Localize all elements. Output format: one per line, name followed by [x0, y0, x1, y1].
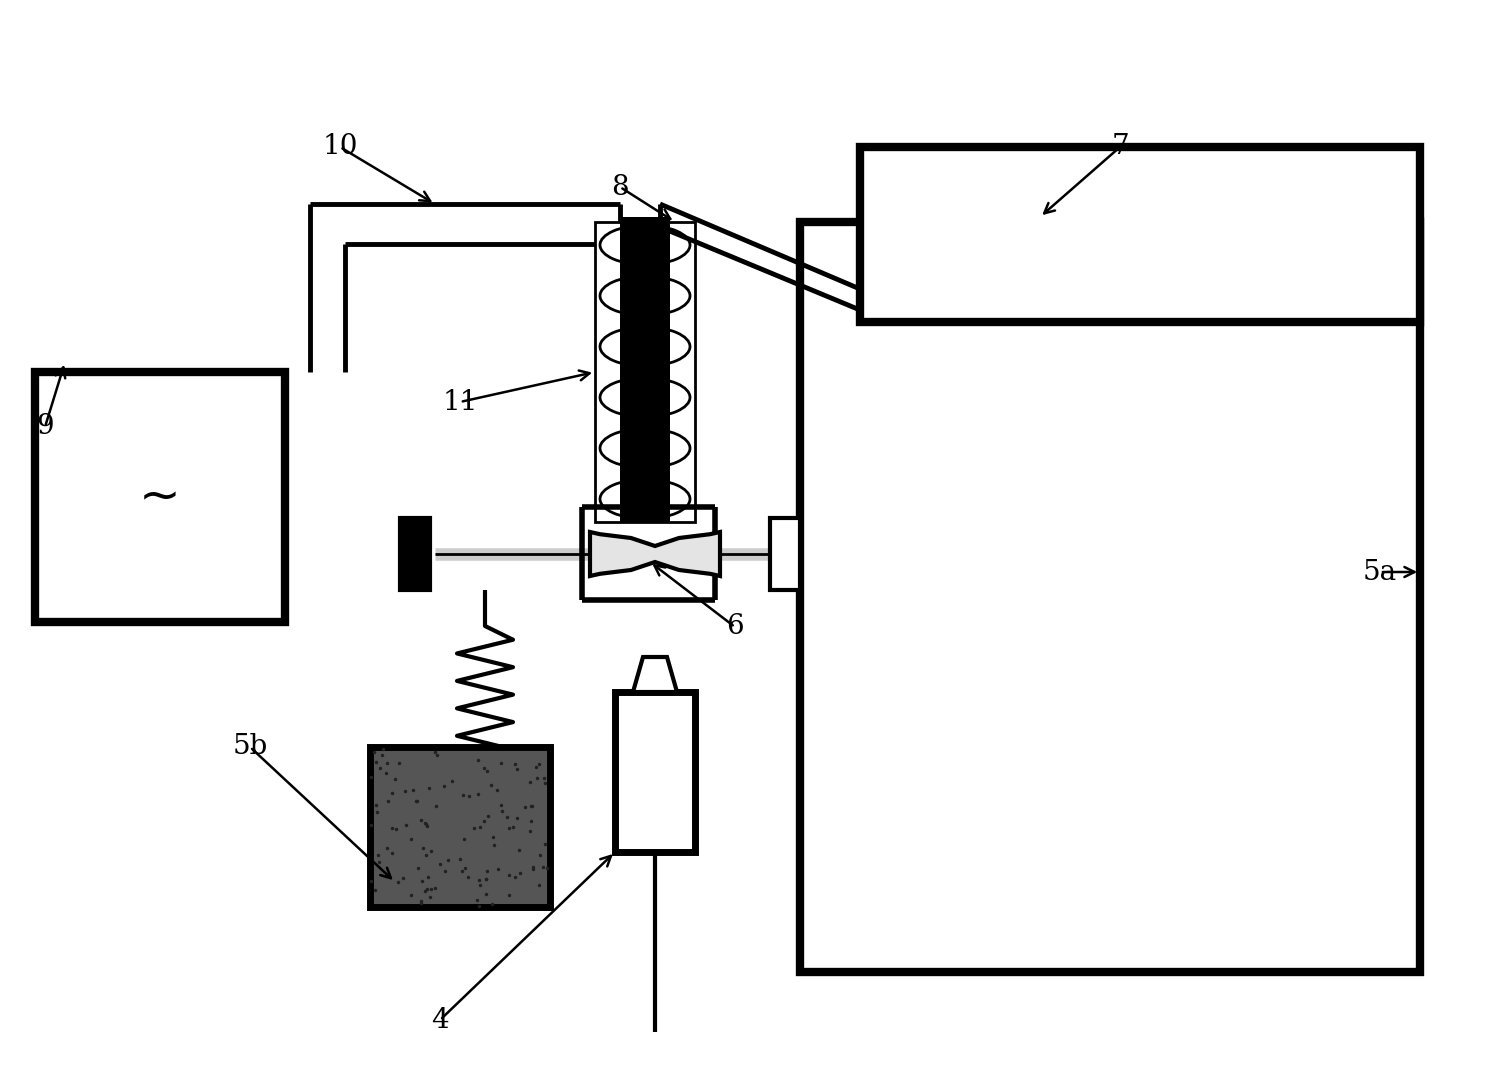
Bar: [860, 147, 1420, 322]
Bar: [400, 518, 430, 590]
Text: ~: ~: [139, 473, 181, 522]
Polygon shape: [632, 657, 678, 692]
Text: 10: 10: [323, 133, 358, 160]
Bar: [35, 372, 285, 622]
Bar: [595, 222, 696, 522]
Bar: [770, 518, 800, 590]
Text: 5b: 5b: [232, 734, 267, 761]
Text: 8: 8: [611, 173, 629, 200]
Text: 9: 9: [36, 413, 54, 440]
Text: 6: 6: [726, 613, 744, 641]
Polygon shape: [590, 532, 720, 576]
Bar: [620, 217, 670, 522]
Bar: [370, 747, 549, 907]
Text: 7: 7: [1111, 133, 1129, 160]
Bar: [616, 692, 696, 852]
Text: 11: 11: [442, 388, 478, 415]
Text: 4: 4: [432, 1006, 448, 1033]
Text: 5a: 5a: [1363, 558, 1397, 585]
Bar: [800, 222, 1420, 972]
